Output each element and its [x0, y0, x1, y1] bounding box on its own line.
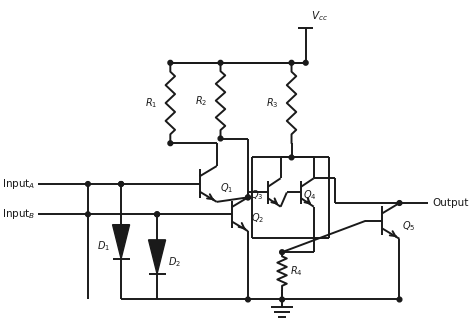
Text: $V_{cc}$: $V_{cc}$ — [311, 9, 328, 23]
Text: Output: Output — [433, 198, 469, 208]
Circle shape — [289, 60, 294, 65]
Circle shape — [86, 212, 91, 216]
Circle shape — [218, 60, 223, 65]
Text: $Q_4$: $Q_4$ — [303, 188, 317, 202]
Text: $Q_3$: $Q_3$ — [250, 188, 263, 202]
Circle shape — [246, 195, 250, 200]
Text: $Q_2$: $Q_2$ — [251, 211, 264, 225]
Circle shape — [168, 141, 173, 146]
Text: $D_2$: $D_2$ — [168, 255, 182, 268]
Polygon shape — [148, 240, 165, 274]
Circle shape — [155, 212, 159, 216]
Text: $R_4$: $R_4$ — [290, 264, 302, 278]
Circle shape — [280, 297, 284, 302]
Circle shape — [168, 60, 173, 65]
Text: $Q_5$: $Q_5$ — [402, 219, 416, 233]
Circle shape — [397, 201, 402, 205]
Circle shape — [86, 182, 91, 186]
Circle shape — [218, 136, 223, 141]
Text: $R_2$: $R_2$ — [195, 94, 207, 108]
Text: $Q_1$: $Q_1$ — [219, 181, 233, 195]
Circle shape — [280, 250, 284, 255]
Circle shape — [118, 182, 123, 186]
Text: Input$_A$: Input$_A$ — [2, 177, 36, 191]
Circle shape — [303, 60, 308, 65]
Circle shape — [246, 195, 250, 200]
Text: $R_1$: $R_1$ — [145, 96, 157, 110]
Text: $D_1$: $D_1$ — [97, 240, 109, 253]
Circle shape — [289, 155, 294, 160]
Polygon shape — [112, 225, 129, 259]
Text: $R_3$: $R_3$ — [266, 96, 278, 110]
Circle shape — [118, 182, 123, 186]
Circle shape — [155, 212, 159, 216]
Text: Input$_B$: Input$_B$ — [2, 207, 36, 221]
Circle shape — [397, 297, 402, 302]
Circle shape — [246, 297, 250, 302]
